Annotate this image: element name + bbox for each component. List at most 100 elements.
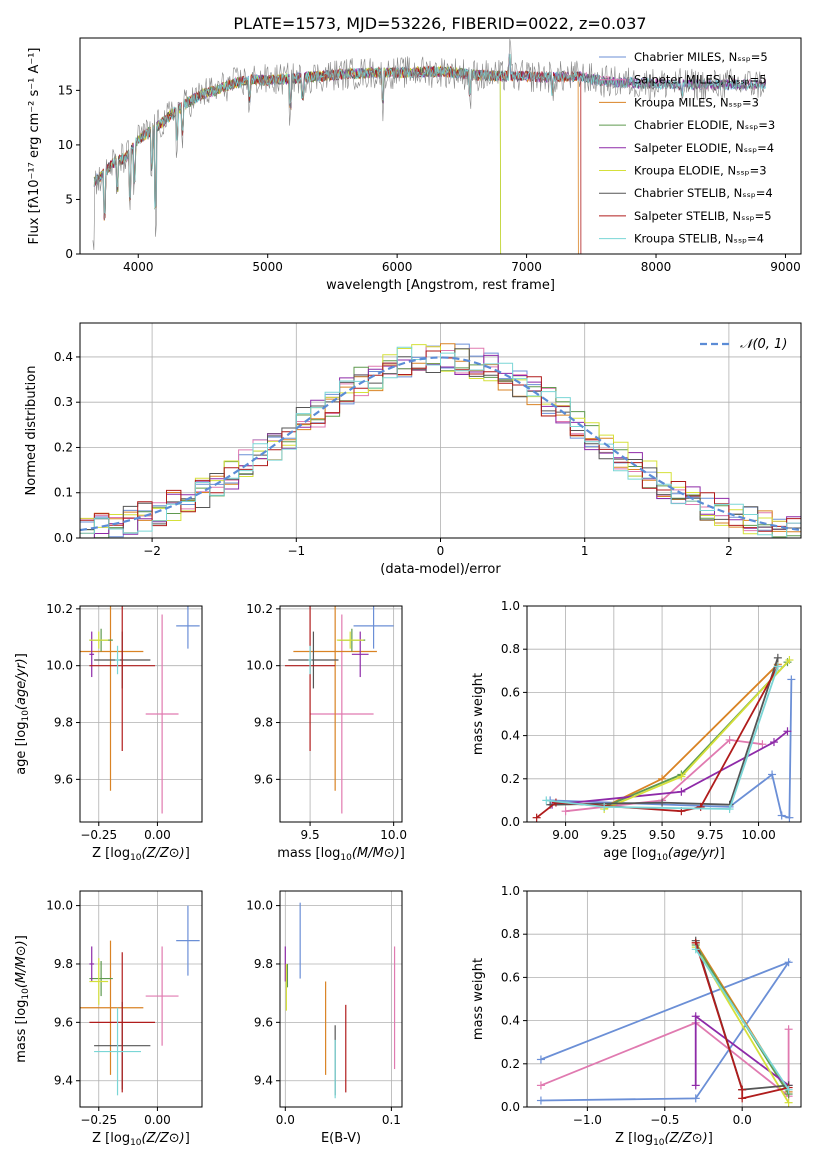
x-tick-label: 9.75 [697, 828, 724, 842]
axes-frame [79, 605, 203, 823]
errorbar-kroupa-stelib [94, 1007, 141, 1096]
errorbar-chabrier-miles [353, 606, 394, 649]
x-tick-label: −2 [143, 544, 161, 558]
errorbar-chabrier-miles [176, 606, 200, 649]
x-tick-label: 0.0 [733, 1113, 752, 1127]
axes-frame [279, 890, 403, 1108]
x-axis-label: E(B-V) [321, 1131, 361, 1146]
legend-label: Chabrier ELODIE, Nₛₛₚ=3 [634, 118, 775, 132]
panel-weight-vs-age: 9.00 9.25 9.50 9.75 10.00 0.0 0.2 0.4 0.6 0.8 1.0 a… [471, 599, 802, 863]
x-axis-label: age [log10(age/yr)] [603, 846, 725, 863]
y-tick-label: 9.6 [254, 772, 273, 786]
errorbar-salpeter-elodie [89, 631, 95, 678]
weight-series-kroupa-elodie [600, 656, 794, 814]
y-tick-label: 0.3 [54, 395, 73, 409]
y-axis-label: Normed distribution [24, 366, 39, 496]
panel-mass-vs-EBV: 0.0 0.1 9.4 9.6 9.8 10.0 E(B-V) [246, 890, 403, 1146]
y-tick-label: 10.2 [46, 602, 73, 616]
figure-title: PLATE=1573, MJD=53226, FIBERID=0022, z=0… [233, 14, 646, 33]
y-tick-label: 0.0 [501, 815, 520, 829]
y-tick-label: 10.2 [246, 602, 273, 616]
errorbar-chabrier-elodie [89, 961, 113, 997]
y-tick-label: 9.6 [254, 1015, 273, 1029]
y-axis-label: Flux [fλ10⁻¹⁷ erg cm⁻² s⁻¹ A⁻¹] [27, 48, 42, 245]
weight-series-kroupa-stelib [542, 662, 782, 814]
y-tick-label: 0.4 [54, 350, 73, 364]
y-tick-label: 5 [65, 192, 73, 206]
x-tick-label: 1 [581, 544, 589, 558]
x-axis-label: Z [log10(Z/Z⊙)] [92, 846, 190, 863]
errorbar-salpeter-miles [310, 614, 374, 814]
y-tick-label: 9.8 [54, 957, 73, 971]
plot-area [80, 606, 200, 814]
y-tick-label: 10.0 [246, 659, 273, 673]
y-tick-label: 10.0 [246, 899, 273, 913]
x-axis-label: (data-model)/error [380, 562, 501, 577]
x-tick-label: 9.5 [301, 828, 320, 842]
errorbar-kroupa-stelib [308, 645, 312, 675]
x-axis-label: Z [log10(Z/Z⊙)] [92, 1131, 190, 1148]
legend-label: Kroupa ELODIE, Nₛₛₚ=3 [634, 164, 767, 178]
axes-frame [79, 890, 203, 1108]
y-tick-label: 1.0 [501, 599, 520, 613]
normal-curve [80, 356, 801, 532]
y-tick-label: 0.2 [501, 1057, 520, 1071]
y-tick-label: 9.4 [254, 1074, 273, 1088]
x-axis-label: Z [log10(Z/Z⊙)] [615, 1131, 713, 1148]
x-tick-label: −1 [287, 544, 305, 558]
legend-label: Salpeter MILES, Nₛₛₚ=5 [634, 73, 767, 87]
x-tick-label: −0.5 [650, 1113, 679, 1127]
x-tick-label: 0.1 [382, 1113, 401, 1127]
y-tick-label: 0.1 [54, 486, 73, 500]
errorbar-kroupa-miles [80, 940, 144, 1075]
errorbar-salpeter-miles [145, 614, 179, 814]
y-tick-label: 0.4 [501, 1014, 520, 1028]
errorbar-kroupa-miles [293, 606, 377, 791]
legend-label: Chabrier MILES, Nₛₛₚ=5 [634, 50, 768, 64]
y-axis-label: mass weight [471, 673, 486, 755]
legend-label: Kroupa MILES, Nₛₛₚ=3 [634, 95, 759, 109]
y-tick-label: 1.0 [501, 884, 520, 898]
x-tick-label: 9.50 [649, 828, 676, 842]
axes-frame [79, 322, 802, 539]
panel-spectrum: 4000 5000 6000 7000 8000 9000 0 5 10 15 wavelength… [27, 37, 802, 293]
errorbar-kroupa-stelib [115, 645, 120, 675]
weight-series-salpeter-miles [536, 1018, 793, 1101]
plot-area [92, 38, 767, 254]
y-tick-label: 0.2 [501, 772, 520, 786]
errorbar-kroupa-miles [80, 606, 144, 791]
plot-area [532, 653, 796, 822]
x-axis-label: wavelength [Angstrom, rest frame] [326, 278, 555, 293]
legend-label: Kroupa STELIB, Nₛₛₚ=4 [634, 232, 764, 246]
y-tick-label: 15 [58, 83, 73, 97]
y-axis-label: mass [log10(M/M⊙)] [14, 935, 31, 1063]
y-tick-label: 9.6 [54, 1015, 73, 1029]
panel-age-vs-Z: −0.25 0.00 9.6 9.8 10.0 10.2 Z [log10(Z/Z⊙)] ag… [14, 602, 203, 863]
errorbar-salpeter-elodie [89, 946, 95, 982]
plot-area [284, 902, 396, 1099]
y-tick-label: 0 [65, 247, 73, 261]
errorbar-salpeter-miles [145, 946, 179, 1046]
axes-frame [79, 37, 802, 255]
x-tick-label: 9.25 [600, 828, 627, 842]
errorbar-kroupa-elodie [336, 631, 364, 649]
y-tick-label: 9.8 [54, 716, 73, 730]
legend-label: Chabrier STELIB, Nₛₛₚ=4 [634, 186, 773, 200]
plot-area [536, 936, 793, 1107]
x-tick-label: 7000 [511, 260, 542, 274]
y-tick-label: 9.4 [54, 1074, 73, 1088]
y-tick-label: 0.6 [501, 970, 520, 984]
histogram-kroupa-stelib [80, 346, 801, 538]
y-tick-label: 10.0 [46, 659, 73, 673]
errorbar-kroupa-elodie [89, 631, 109, 649]
y-tick-label: 10 [58, 138, 73, 152]
legend-label: Salpeter STELIB, Nₛₛₚ=5 [634, 209, 772, 223]
errorbar-chabrier-miles [176, 905, 200, 976]
x-tick-label: 0.00 [144, 828, 171, 842]
x-axis-label: mass [log10(M/M⊙)] [277, 846, 405, 863]
legend: Chabrier MILES, Nₛₛₚ=5 Salpeter MILES, Nₛ… [599, 50, 775, 246]
weight-series-chabrier-miles [536, 958, 793, 1105]
y-tick-label: 0.8 [501, 927, 520, 941]
axes-frame [279, 605, 403, 823]
